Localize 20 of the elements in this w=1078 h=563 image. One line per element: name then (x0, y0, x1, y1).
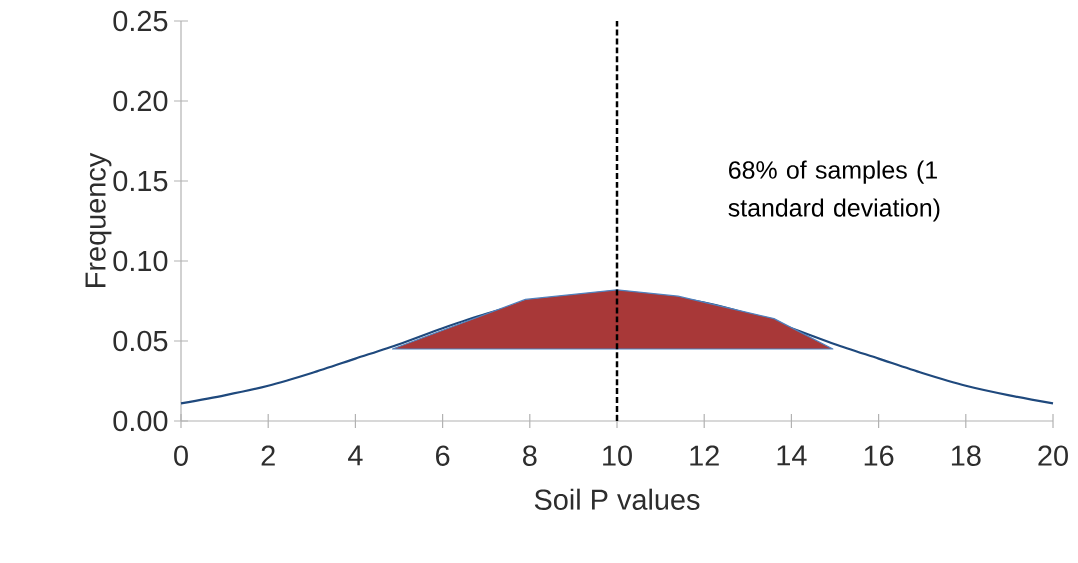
x-tick-label: 2 (261, 445, 275, 466)
annotation: 68% of samples (1 standard deviation) (728, 160, 940, 222)
y-tick-label: 0.20 (113, 90, 168, 112)
y-tick-label: 0.10 (113, 250, 168, 272)
x-tick-label: 6 (436, 445, 450, 466)
x-tick-label: 10 (603, 445, 632, 466)
y-tick-label: 0.00 (113, 410, 168, 432)
x-tick-label: 0 (174, 445, 188, 466)
x-tick-label: 12 (690, 445, 719, 466)
x-tick-label: 14 (777, 445, 807, 466)
y-axis-title: Frequency (85, 152, 112, 287)
x-tick-label: 16 (864, 445, 894, 466)
y-tick-label: 0.25 (113, 10, 168, 32)
x-tick-label: 8 (523, 445, 537, 466)
y-tick-label: 0.05 (113, 330, 168, 352)
x-tick-label: 20 (1038, 445, 1068, 466)
x-tick-label: 4 (348, 445, 363, 466)
y-tick-label: 0.15 (113, 170, 168, 192)
x-axis-title: Soil P values (534, 488, 700, 510)
x-tick-label: 18 (951, 445, 981, 466)
